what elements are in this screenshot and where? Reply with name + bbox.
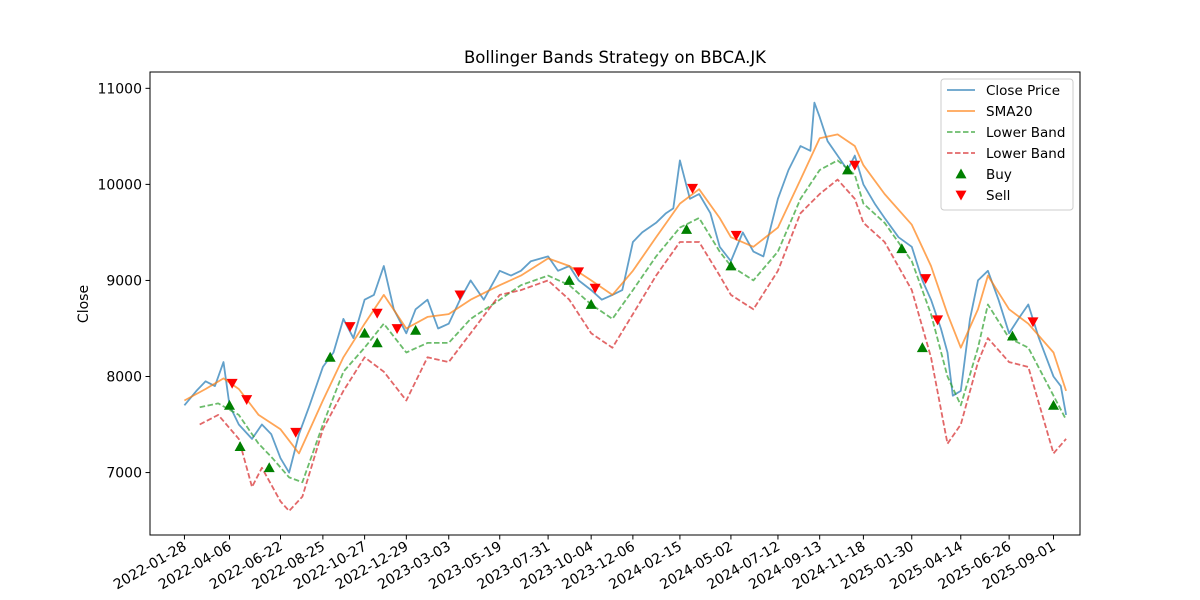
sell-marker [589,283,601,294]
sell-marker [932,315,944,326]
buy-marker [359,327,371,338]
y-tick-label: 7000 [106,466,142,482]
sell-marker [687,183,698,194]
buy-marker [263,462,275,473]
y-axis-label: Close [76,285,92,323]
y-tick-label: 8000 [106,370,142,386]
sell-marker [226,378,238,389]
buy-marker [371,337,383,348]
buy-marker [234,441,246,452]
lower-band-green-line [199,159,1067,484]
buy-marker [896,243,908,254]
plot-area [183,101,1067,512]
sell-marker [573,267,585,278]
sma20-line [183,133,1067,455]
y-axis: 7000 8000 9000 10000 11000 [97,81,150,482]
sell-marker [454,290,466,301]
sell-marker [241,395,253,406]
legend-label: Buy [986,167,1012,183]
sell-marker [1027,317,1039,328]
plot-frame [149,71,1081,536]
sell-marker [290,427,302,438]
sell-marker [849,160,861,171]
legend-label: SMA20 [986,104,1033,120]
sell-marker [344,322,356,333]
legend-swatch [955,190,967,201]
chart-title: Bollinger Bands Strategy on BBCA.JK [464,48,767,67]
buy-marker [223,399,235,410]
sell-marker [371,308,383,319]
y-tick-label: 11000 [97,81,142,97]
legend-label: Lower Band [986,146,1065,162]
buy-marker [585,298,597,309]
lower-band-red-line [199,178,1067,512]
buy-marker [324,351,336,362]
sell-marker [730,230,742,241]
legend: Close Price SMA20 Lower Band Lower Band Buy S… [940,78,1074,211]
buy-marker [410,324,422,335]
sell-marker [920,274,932,285]
legend-label: Close Price [986,83,1060,99]
buy-marker [563,274,575,285]
buy-marker [842,164,853,175]
buy-marker [1006,330,1018,341]
buy-marker [1048,399,1060,410]
buy-marker [916,342,928,353]
y-tick-label: 10000 [97,177,142,193]
legend-label: Lower Band [986,125,1065,141]
signal-markers [223,160,1060,473]
sell-marker [391,324,403,334]
buy-marker [725,260,737,271]
buy-marker [681,224,693,234]
legend-swatch [955,168,967,179]
y-tick-label: 9000 [106,273,142,289]
legend-label: Sell [986,188,1010,204]
